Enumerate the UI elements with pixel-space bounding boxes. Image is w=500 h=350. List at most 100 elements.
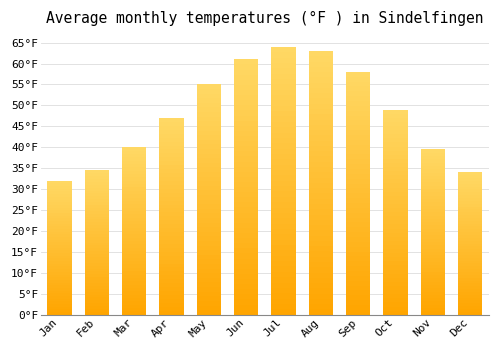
Bar — [458, 301, 482, 303]
Bar — [122, 184, 146, 188]
Bar — [272, 68, 295, 74]
Bar — [48, 309, 72, 312]
Bar — [48, 258, 72, 261]
Bar — [48, 189, 72, 191]
Bar — [346, 305, 370, 310]
Bar — [48, 266, 72, 269]
Bar — [197, 259, 221, 264]
Bar — [421, 156, 445, 159]
Bar — [421, 252, 445, 255]
Bar — [48, 301, 72, 304]
Bar — [234, 146, 258, 151]
Bar — [458, 292, 482, 295]
Bar — [346, 101, 370, 106]
Bar — [85, 245, 109, 248]
Bar — [160, 232, 184, 236]
Bar — [197, 255, 221, 259]
Bar — [309, 62, 333, 67]
Bar — [346, 179, 370, 184]
Bar — [309, 88, 333, 93]
Bar — [122, 208, 146, 211]
Bar — [384, 229, 407, 233]
Bar — [160, 185, 184, 189]
Bar — [458, 212, 482, 215]
Bar — [160, 291, 184, 295]
Bar — [346, 135, 370, 140]
Bar — [458, 195, 482, 198]
Bar — [458, 238, 482, 241]
Bar — [85, 194, 109, 196]
Bar — [458, 232, 482, 235]
Bar — [458, 281, 482, 284]
Bar — [197, 131, 221, 135]
Bar — [309, 283, 333, 288]
Bar — [234, 253, 258, 259]
Bar — [272, 138, 295, 143]
Bar — [421, 182, 445, 186]
Bar — [160, 272, 184, 275]
Bar — [160, 275, 184, 279]
Bar — [384, 224, 407, 229]
Bar — [346, 91, 370, 96]
Bar — [160, 228, 184, 232]
Bar — [197, 181, 221, 186]
Bar — [197, 227, 221, 232]
Bar — [160, 279, 184, 283]
Bar — [160, 264, 184, 267]
Bar — [421, 166, 445, 169]
Bar — [160, 244, 184, 248]
Bar — [122, 285, 146, 288]
Bar — [122, 298, 146, 301]
Bar — [309, 98, 333, 104]
Bar — [309, 278, 333, 283]
Bar — [309, 120, 333, 125]
Bar — [122, 157, 146, 161]
Bar — [234, 274, 258, 279]
Bar — [384, 274, 407, 278]
Bar — [346, 154, 370, 159]
Bar — [85, 243, 109, 245]
Bar — [85, 185, 109, 188]
Bar — [346, 82, 370, 86]
Bar — [160, 153, 184, 157]
Bar — [122, 312, 146, 315]
Bar — [421, 219, 445, 222]
Bar — [234, 116, 258, 121]
Bar — [197, 112, 221, 117]
Bar — [309, 93, 333, 98]
Bar — [197, 199, 221, 204]
Bar — [197, 278, 221, 282]
Bar — [160, 173, 184, 177]
Bar — [421, 176, 445, 179]
Bar — [421, 308, 445, 312]
Bar — [346, 257, 370, 261]
Bar — [346, 77, 370, 82]
Bar — [384, 270, 407, 274]
Bar — [197, 190, 221, 195]
Bar — [160, 126, 184, 130]
Bar — [122, 161, 146, 164]
Bar — [48, 272, 72, 274]
Bar — [197, 117, 221, 121]
Bar — [85, 248, 109, 251]
Bar — [384, 196, 407, 200]
Bar — [421, 242, 445, 245]
Bar — [48, 240, 72, 243]
Bar — [160, 130, 184, 134]
Bar — [421, 222, 445, 225]
Bar — [234, 126, 258, 131]
Bar — [346, 310, 370, 315]
Bar — [458, 181, 482, 184]
Bar — [234, 238, 258, 243]
Bar — [234, 197, 258, 202]
Bar — [197, 214, 221, 218]
Bar — [48, 218, 72, 221]
Bar — [85, 312, 109, 315]
Bar — [85, 306, 109, 309]
Bar — [309, 257, 333, 262]
Bar — [458, 295, 482, 298]
Bar — [309, 209, 333, 215]
Bar — [272, 229, 295, 234]
Bar — [272, 117, 295, 122]
Bar — [309, 230, 333, 236]
